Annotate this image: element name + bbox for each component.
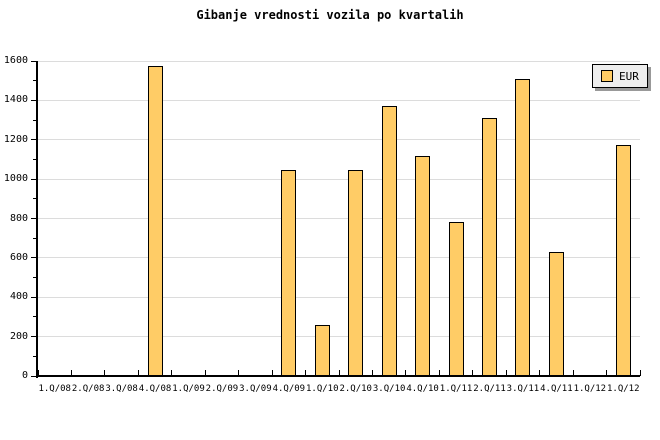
y-tick-1300 bbox=[33, 119, 36, 121]
y-axis-label: 1200 bbox=[3, 133, 28, 145]
bar-4.Q/10 bbox=[415, 156, 431, 376]
x-tick bbox=[171, 370, 173, 376]
bar-4.Q/11 bbox=[548, 251, 564, 376]
y-tick-600 bbox=[31, 257, 36, 259]
x-axis-label: 2.Q/09 bbox=[205, 384, 239, 394]
bar-1.Q/12 bbox=[615, 144, 631, 376]
y-tick-500 bbox=[33, 277, 36, 279]
bar-2.Q/10 bbox=[348, 170, 364, 376]
gridline-800 bbox=[38, 218, 640, 219]
x-axis-label: 4.Q/10 bbox=[406, 384, 439, 394]
y-axis-label: 600 bbox=[9, 251, 28, 263]
y-tick-100 bbox=[33, 355, 36, 357]
bar-2.Q/11 bbox=[482, 118, 497, 376]
x-axis-label: 2.Q/08 bbox=[71, 384, 105, 394]
y-tick-800 bbox=[31, 218, 36, 219]
y-axis-label: 1600 bbox=[3, 55, 28, 66]
y-tick-700 bbox=[33, 237, 36, 239]
x-tick bbox=[606, 370, 608, 376]
y-tick-1000 bbox=[31, 178, 36, 180]
x-axis-label: 1.Q/12 bbox=[607, 384, 640, 394]
x-axis-label: 1.Q/12 bbox=[573, 384, 607, 394]
x-axis-label: 3.Q/08 bbox=[105, 384, 138, 394]
gridline-1200 bbox=[38, 139, 640, 141]
x-axis-label: 4.Q/11 bbox=[540, 384, 573, 394]
bar-4.Q/08 bbox=[147, 65, 163, 376]
x-axis-label: 3.Q/10 bbox=[372, 384, 406, 394]
x-tick bbox=[37, 370, 39, 376]
x-tick bbox=[137, 370, 139, 376]
x-axis-label: 2.Q/11 bbox=[473, 384, 506, 394]
y-tick-1600 bbox=[31, 60, 36, 62]
y-tick-1400 bbox=[31, 99, 36, 101]
y-tick-900 bbox=[33, 198, 36, 200]
gridline-200 bbox=[38, 336, 640, 338]
x-axis-label: 4.Q/09 bbox=[272, 384, 306, 394]
legend-swatch-eur bbox=[601, 70, 613, 82]
gridline-1400 bbox=[38, 99, 640, 101]
x-tick bbox=[472, 370, 474, 376]
y-tick-400 bbox=[31, 296, 36, 298]
bar-1.Q/11 bbox=[448, 222, 464, 376]
y-tick-300 bbox=[33, 316, 36, 318]
y-tick-200 bbox=[31, 336, 36, 338]
bar-3.Q/10 bbox=[381, 106, 397, 376]
x-tick bbox=[238, 370, 240, 376]
y-axis bbox=[36, 61, 38, 378]
x-axis-label: 4.Q/08 bbox=[138, 384, 172, 394]
x-axis-label: 2.Q/10 bbox=[339, 384, 372, 394]
x-tick bbox=[572, 370, 574, 376]
x-axis bbox=[36, 375, 640, 377]
bar-1.Q/10 bbox=[314, 324, 330, 376]
y-tick-1200 bbox=[31, 139, 36, 141]
x-tick bbox=[305, 370, 307, 376]
y-tick-1100 bbox=[33, 158, 36, 160]
gridline-600 bbox=[38, 257, 640, 259]
x-tick bbox=[405, 370, 407, 376]
x-axis-label: 1.Q/10 bbox=[306, 384, 339, 394]
bar-3.Q/11 bbox=[515, 78, 531, 376]
gridline-1600 bbox=[38, 60, 640, 62]
x-tick bbox=[438, 370, 440, 376]
y-tick-1500 bbox=[33, 80, 36, 82]
x-tick bbox=[70, 370, 72, 376]
bar-4.Q/09 bbox=[281, 170, 297, 376]
x-tick bbox=[204, 370, 206, 376]
y-tick-0 bbox=[31, 375, 36, 377]
x-tick bbox=[371, 370, 373, 376]
x-axis-label: 3.Q/09 bbox=[239, 384, 272, 394]
x-tick bbox=[539, 370, 541, 376]
x-tick bbox=[271, 370, 273, 376]
x-axis-label: 1.Q/09 bbox=[172, 384, 205, 394]
y-axis-label: 400 bbox=[9, 291, 28, 303]
y-axis-label: 200 bbox=[9, 330, 28, 342]
x-tick bbox=[639, 370, 641, 376]
legend: EUR bbox=[592, 64, 648, 88]
legend-label: EUR bbox=[619, 69, 639, 83]
y-axis-label: 1000 bbox=[3, 173, 28, 185]
gridline-400 bbox=[38, 296, 640, 298]
y-axis-label: 0 bbox=[21, 370, 28, 381]
y-axis-label: 1400 bbox=[3, 94, 28, 106]
y-axis-label: 800 bbox=[9, 212, 28, 224]
x-tick bbox=[505, 370, 507, 376]
x-axis-label: 1.Q/11 bbox=[439, 384, 473, 394]
gridline-1000 bbox=[38, 178, 640, 180]
x-axis-label: 1.Q/08 bbox=[38, 384, 71, 394]
x-axis-label: 3.Q/11 bbox=[506, 384, 540, 394]
x-tick bbox=[104, 370, 106, 376]
chart-title: Gibanje vrednosti vozila po kvartalih bbox=[196, 8, 464, 22]
x-tick bbox=[338, 370, 340, 376]
